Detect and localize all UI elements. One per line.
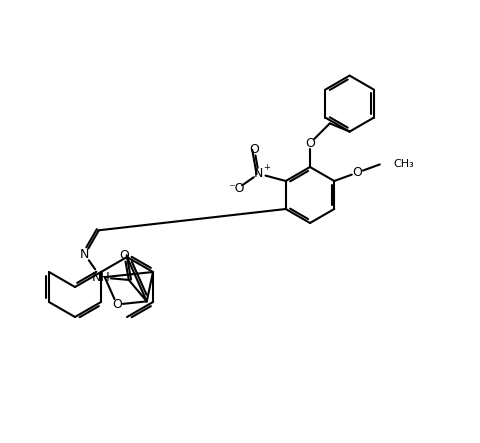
Text: ⁻O: ⁻O (228, 182, 244, 195)
Text: +: + (262, 163, 269, 172)
Text: CH₃: CH₃ (393, 159, 414, 169)
Text: O: O (304, 137, 314, 150)
Text: N: N (253, 167, 263, 180)
Text: O: O (120, 249, 129, 262)
Text: O: O (352, 166, 361, 179)
Text: O: O (112, 298, 121, 311)
Text: O: O (249, 143, 259, 156)
Text: N: N (80, 248, 89, 261)
Text: NH: NH (91, 271, 110, 284)
